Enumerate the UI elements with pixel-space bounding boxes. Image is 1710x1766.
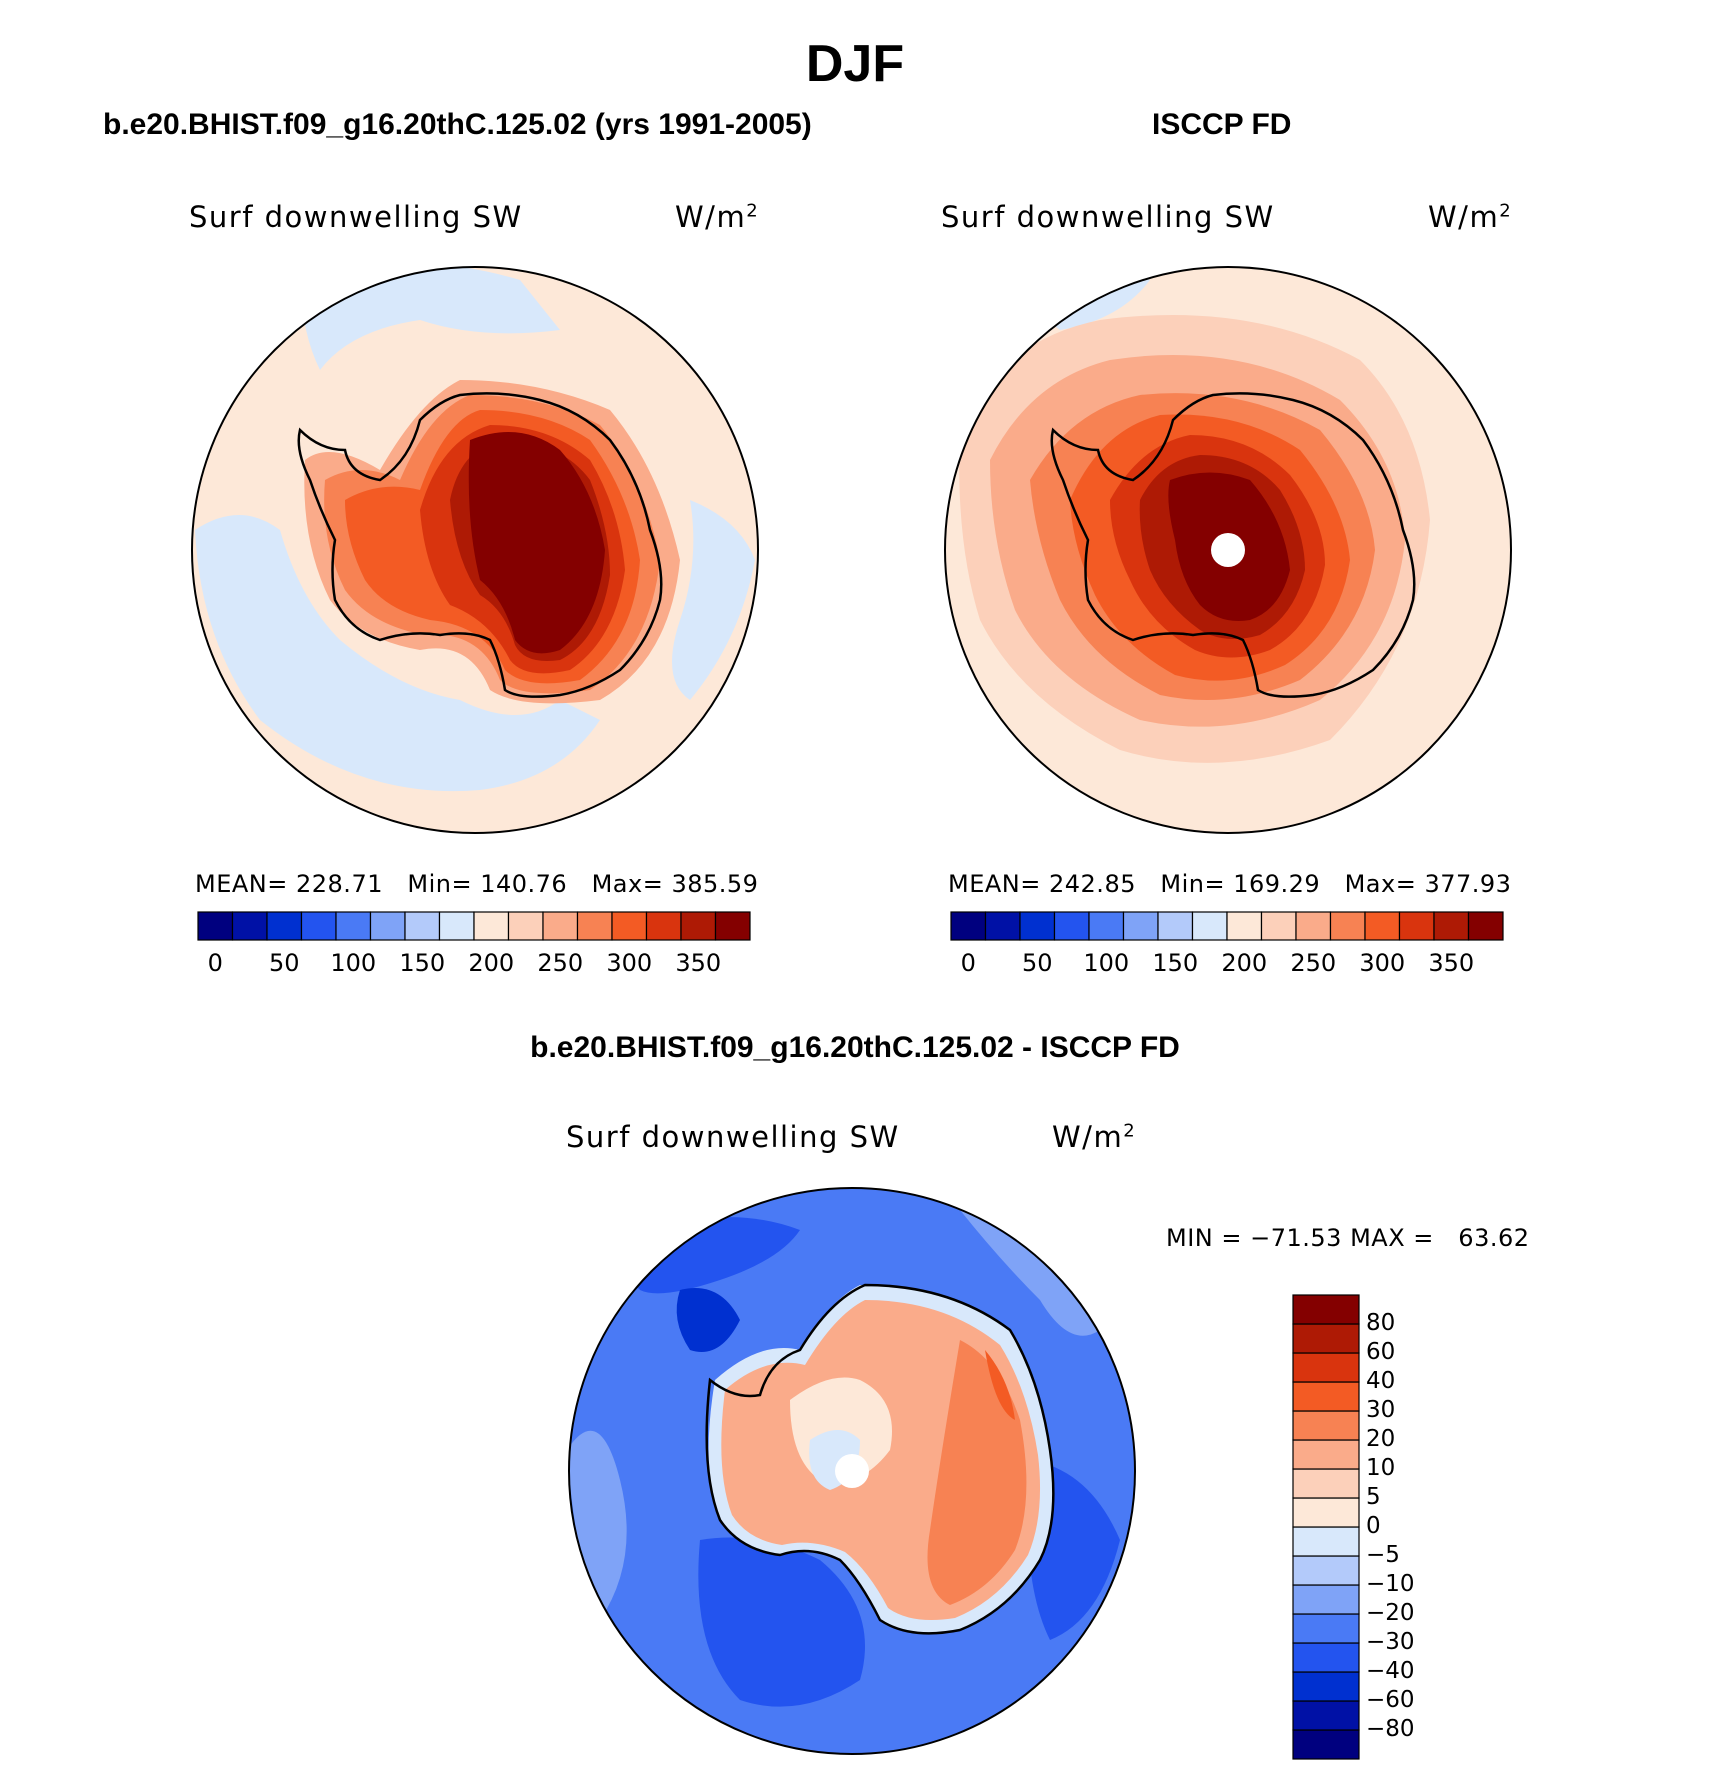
colorbar-swatch: [1019, 911, 1056, 941]
diff-variable-label: Surf downwelling SW: [566, 1120, 900, 1154]
obs-colorbar: [950, 911, 1504, 941]
colorbar-swatch: [611, 911, 648, 941]
colorbar-tick-label: 40: [1366, 1368, 1396, 1394]
colorbar-swatch: [1260, 911, 1297, 941]
colorbar-swatch: [404, 911, 441, 941]
colorbar-swatch: [335, 911, 372, 941]
colorbar-swatch: [1292, 1642, 1360, 1673]
colorbar-swatch: [1292, 1700, 1360, 1731]
colorbar-tick-label: −5: [1366, 1542, 1400, 1568]
colorbar-tick-label: 50: [268, 949, 300, 977]
model-colorbar: [197, 911, 751, 941]
colorbar-tick-label: 0: [960, 949, 976, 977]
model-colorbar-ticks: 0 50 100 150 200 250 300 350: [198, 949, 750, 979]
colorbar-swatch: [1191, 911, 1228, 941]
colorbar-swatch: [1122, 911, 1159, 941]
colorbar-tick-label: 250: [1290, 949, 1337, 977]
colorbar-tick-label: 350: [1428, 949, 1475, 977]
colorbar-swatch: [1088, 911, 1125, 941]
colorbar-tick-label: 100: [1083, 949, 1130, 977]
colorbar-swatch: [1292, 1729, 1360, 1760]
figure-title: DJF: [805, 35, 905, 93]
colorbar-swatch: [714, 911, 751, 941]
model-units-label: W/m2: [675, 200, 760, 234]
colorbar-swatch: [1292, 1468, 1360, 1499]
colorbar-swatch: [542, 911, 579, 941]
colorbar-swatch: [1292, 1381, 1360, 1412]
colorbar-swatch: [369, 911, 406, 941]
colorbar-swatch: [950, 911, 987, 941]
diff-colorbar-ticks: 80 60 40 30 20 10 5 0 −5 −10 −20 −30 −40 −60 −80: [1366, 1295, 1456, 1759]
colorbar-tick-label: 150: [1152, 949, 1199, 977]
obs-stats: MEAN= 242.85 Min= 169.29 Max= 377.93: [948, 870, 1512, 898]
colorbar-swatch: [1226, 911, 1263, 941]
colorbar-swatch: [197, 911, 234, 941]
colorbar-tick-label: 10: [1366, 1455, 1396, 1481]
colorbar-swatch: [984, 911, 1021, 941]
colorbar-tick-label: 0: [207, 949, 223, 977]
colorbar-swatch: [1292, 1526, 1360, 1557]
colorbar-tick-label: 150: [399, 949, 446, 977]
diff-colorbar: [1292, 1294, 1360, 1760]
colorbar-swatch: [1292, 1584, 1360, 1615]
colorbar-tick-label: −20: [1366, 1600, 1415, 1626]
diff-units-label: W/m2: [1052, 1120, 1137, 1154]
colorbar-swatch: [1157, 911, 1194, 941]
colorbar-swatch: [473, 911, 510, 941]
obs-variable-label: Surf downwelling SW: [941, 200, 1275, 234]
colorbar-swatch: [680, 911, 717, 941]
colorbar-tick-label: 30: [1366, 1397, 1396, 1423]
colorbar-swatch: [1364, 911, 1401, 941]
colorbar-tick-label: −80: [1366, 1716, 1415, 1742]
colorbar-tick-label: 50: [1021, 949, 1053, 977]
colorbar-swatch: [507, 911, 544, 941]
colorbar-swatch: [231, 911, 268, 941]
colorbar-tick-label: 0: [1366, 1513, 1381, 1539]
colorbar-swatch: [1292, 1613, 1360, 1644]
colorbar-swatch: [266, 911, 303, 941]
colorbar-tick-label: −40: [1366, 1658, 1415, 1684]
colorbar-swatch: [1053, 911, 1090, 941]
colorbar-tick-label: 300: [606, 949, 653, 977]
colorbar-swatch: [576, 911, 613, 941]
model-stats: MEAN= 228.71 Min= 140.76 Max= 385.59: [195, 870, 759, 898]
colorbar-swatch: [1292, 1294, 1360, 1325]
colorbar-tick-label: 200: [468, 949, 515, 977]
colorbar-swatch: [1467, 911, 1504, 941]
colorbar-swatch: [645, 911, 682, 941]
colorbar-swatch: [1292, 1497, 1360, 1528]
model-panel-title: b.e20.BHIST.f09_g16.20thC.125.02 (yrs 19…: [103, 108, 812, 141]
colorbar-swatch: [1292, 1323, 1360, 1354]
colorbar-swatch: [1292, 1439, 1360, 1470]
colorbar-tick-label: 5: [1366, 1484, 1381, 1510]
colorbar-tick-label: −10: [1366, 1571, 1415, 1597]
model-variable-label: Surf downwelling SW: [189, 200, 523, 234]
colorbar-tick-label: −60: [1366, 1687, 1415, 1713]
colorbar-tick-label: 100: [330, 949, 377, 977]
diff-stats: MIN = −71.53 MAX = 63.62: [1166, 1224, 1530, 1252]
colorbar-tick-label: 200: [1221, 949, 1268, 977]
colorbar-tick-label: 300: [1359, 949, 1406, 977]
colorbar-swatch: [300, 911, 337, 941]
colorbar-swatch: [1398, 911, 1435, 941]
colorbar-tick-label: −30: [1366, 1629, 1415, 1655]
colorbar-swatch: [1292, 1410, 1360, 1441]
colorbar-tick-label: 80: [1366, 1310, 1396, 1336]
colorbar-swatch: [1292, 1671, 1360, 1702]
colorbar-swatch: [438, 911, 475, 941]
colorbar-swatch: [1292, 1352, 1360, 1383]
colorbar-tick-label: 350: [675, 949, 722, 977]
colorbar-swatch: [1433, 911, 1470, 941]
diff-panel-title: b.e20.BHIST.f09_g16.20thC.125.02 - ISCCP…: [530, 1031, 1180, 1064]
obs-units-label: W/m2: [1428, 200, 1513, 234]
colorbar-swatch: [1329, 911, 1366, 941]
colorbar-swatch: [1292, 1555, 1360, 1586]
obs-colorbar-ticks: 0 50 100 150 200 250 300 350: [951, 949, 1503, 979]
colorbar-tick-label: 60: [1366, 1339, 1396, 1365]
colorbar-tick-label: 250: [537, 949, 584, 977]
obs-panel-title: ISCCP FD: [1152, 108, 1292, 141]
colorbar-swatch: [1295, 911, 1332, 941]
colorbar-tick-label: 20: [1366, 1426, 1396, 1452]
